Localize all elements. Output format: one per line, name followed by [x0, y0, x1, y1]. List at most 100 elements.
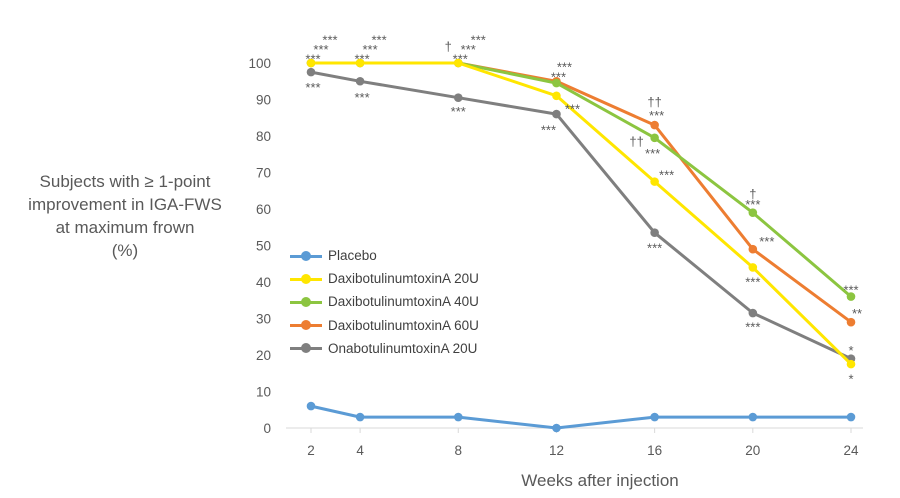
- significance-marker: †: [749, 187, 756, 202]
- x-tick-label: 16: [647, 443, 662, 458]
- data-point: [748, 412, 758, 422]
- legend-label: Placebo: [328, 248, 377, 264]
- y-tick-label: 10: [256, 385, 271, 400]
- x-tick-label: 8: [455, 443, 463, 458]
- significance-marker: ***: [354, 90, 369, 105]
- significance-marker: ***: [647, 241, 662, 256]
- data-point: [650, 228, 659, 238]
- data-point: [650, 120, 659, 130]
- data-point: [846, 412, 856, 422]
- significance-marker: ***: [461, 42, 476, 57]
- legend-swatch: [290, 273, 322, 285]
- significance-marker: ***: [305, 52, 320, 67]
- data-point: [306, 67, 316, 77]
- data-point: [650, 412, 659, 422]
- significance-marker: †: [445, 39, 452, 54]
- significance-marker: ***: [745, 274, 760, 289]
- y-tick-label: 40: [256, 275, 271, 290]
- x-tick-label: 4: [356, 443, 364, 458]
- significance-marker: ***: [745, 197, 760, 212]
- y-axis-label-line-4: (%): [111, 241, 139, 260]
- significance-marker: ***: [471, 32, 486, 47]
- data-point: [453, 412, 463, 422]
- data-point: [355, 76, 365, 86]
- data-point: [846, 359, 856, 369]
- data-point: [306, 401, 316, 411]
- significance-marker: ††: [629, 134, 643, 149]
- y-tick-label: 100: [248, 56, 271, 71]
- significance-marker: ***: [313, 42, 328, 57]
- data-point: [846, 292, 856, 301]
- data-point: [748, 208, 758, 217]
- data-point: [748, 308, 758, 318]
- y-tick-label: 50: [256, 239, 271, 254]
- significance-marker: ***: [305, 80, 320, 95]
- x-tick-label: 12: [549, 443, 564, 458]
- data-point: [306, 58, 316, 68]
- significance-marker: ***: [659, 168, 674, 183]
- data-point: [552, 91, 561, 101]
- legend-label: DaxibotulinumtoxinA 40U: [328, 294, 479, 310]
- legend-item-ona-20u: OnabotulinumtoxinA 20U: [290, 337, 479, 360]
- significance-marker: ***: [759, 234, 774, 249]
- legend-swatch: [290, 319, 322, 331]
- significance-marker: ***: [354, 52, 369, 67]
- x-axis-label: Weeks after injection: [521, 471, 678, 490]
- series-daxibotulinumtoxina-20u: [306, 58, 856, 369]
- significance-marker: ***: [453, 52, 468, 67]
- y-tick-label: 20: [256, 348, 271, 363]
- y-axis-label-line-3: at maximum frown: [55, 218, 195, 237]
- y-tick-label: 70: [256, 166, 271, 181]
- significance-marker: ***: [649, 108, 664, 123]
- y-tick-label: 80: [256, 129, 271, 144]
- x-tick-label: 2: [307, 443, 315, 458]
- legend: Placebo DaxibotulinumtoxinA 20U Daxibotu…: [290, 244, 479, 360]
- significance-marker: ***: [565, 102, 580, 117]
- significance-marker: *: [848, 371, 853, 386]
- legend-label: DaxibotulinumtoxinA 20U: [328, 271, 479, 287]
- data-point: [355, 58, 365, 68]
- series-line: [310, 404, 851, 430]
- x-tick-label: 24: [843, 443, 859, 458]
- legend-item-daxi-20u: DaxibotulinumtoxinA 20U: [290, 267, 479, 290]
- data-point: [846, 317, 856, 327]
- legend-swatch: [290, 296, 322, 308]
- y-tick-label: 30: [256, 312, 271, 327]
- y-tick-label: 60: [256, 202, 271, 217]
- data-point: [748, 263, 758, 272]
- legend-item-daxi-60u: DaxibotulinumtoxinA 60U: [290, 314, 479, 337]
- legend-label: OnabotulinumtoxinA 20U: [328, 340, 478, 356]
- significance-marker: ††: [647, 94, 661, 109]
- significance-marker: ***: [645, 146, 660, 161]
- y-tick-label: 90: [256, 93, 271, 108]
- significance-marker: ***: [362, 42, 377, 57]
- significance-marker: ***: [451, 104, 466, 119]
- significance-marker: ***: [843, 283, 858, 298]
- legend-swatch: [290, 342, 322, 354]
- series-placebo: [306, 401, 856, 433]
- data-point: [748, 244, 758, 254]
- y-axis-label-line-1: Subjects with ≥ 1-point: [39, 172, 211, 191]
- data-point: [453, 93, 463, 102]
- legend-label: DaxibotulinumtoxinA 60U: [328, 317, 479, 333]
- y-tick-label: 0: [263, 421, 271, 436]
- significance-marker: ***: [557, 59, 572, 74]
- legend-swatch: [290, 250, 322, 262]
- legend-item-placebo: Placebo: [290, 244, 479, 267]
- significance-marker: *: [848, 343, 853, 358]
- y-axis-label: Subjects with ≥ 1-point improvement in I…: [0, 170, 250, 262]
- legend-item-daxi-40u: DaxibotulinumtoxinA 40U: [290, 290, 479, 313]
- significance-marker: ***: [322, 32, 337, 47]
- significance-marker: ***: [541, 122, 556, 137]
- data-point: [552, 109, 561, 119]
- series-layer: [306, 58, 856, 433]
- data-point: [552, 423, 561, 433]
- x-tick-label: 20: [745, 443, 760, 458]
- significance-marker: **: [852, 306, 862, 321]
- data-point: [355, 412, 365, 422]
- y-axis-label-line-2: improvement in IGA-FWS: [28, 195, 222, 214]
- significance-marker: ***: [551, 70, 566, 85]
- significance-marker: ***: [371, 32, 386, 47]
